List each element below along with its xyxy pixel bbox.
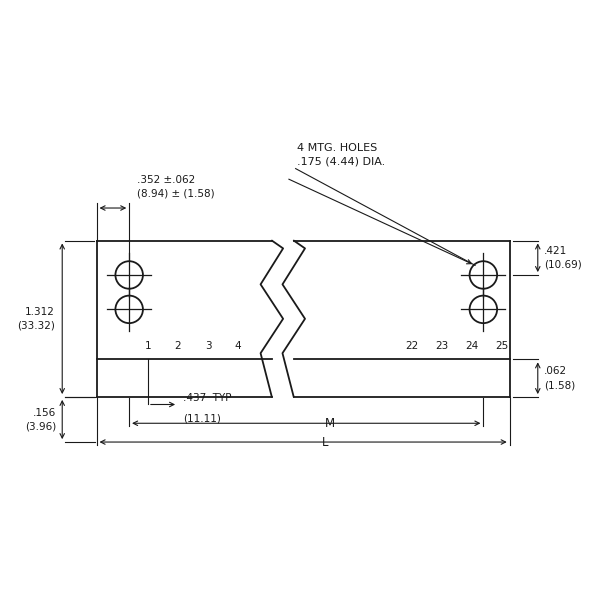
Text: 4 MTG. HOLES
.175 (4.44) DIA.: 4 MTG. HOLES .175 (4.44) DIA. — [297, 143, 385, 167]
Text: .437  TYP: .437 TYP — [183, 393, 232, 403]
Text: (11.11): (11.11) — [183, 413, 221, 423]
Text: .156
(3.96): .156 (3.96) — [25, 407, 56, 431]
Text: .421
(10.69): .421 (10.69) — [544, 246, 582, 270]
Text: 24: 24 — [465, 341, 478, 350]
Text: 22: 22 — [405, 341, 418, 350]
Text: 1.312
(33.32): 1.312 (33.32) — [17, 307, 55, 331]
Text: 1: 1 — [145, 341, 151, 350]
Text: 2: 2 — [175, 341, 181, 350]
Text: 23: 23 — [435, 341, 448, 350]
Text: M: M — [325, 417, 335, 430]
Text: 4: 4 — [235, 341, 241, 350]
Text: .352 ±.062
(8.94) ± (1.58): .352 ±.062 (8.94) ± (1.58) — [137, 175, 215, 199]
Text: L: L — [322, 436, 328, 449]
Text: 3: 3 — [205, 341, 211, 350]
Text: 25: 25 — [495, 341, 508, 350]
Text: .062
(1.58): .062 (1.58) — [544, 366, 575, 390]
